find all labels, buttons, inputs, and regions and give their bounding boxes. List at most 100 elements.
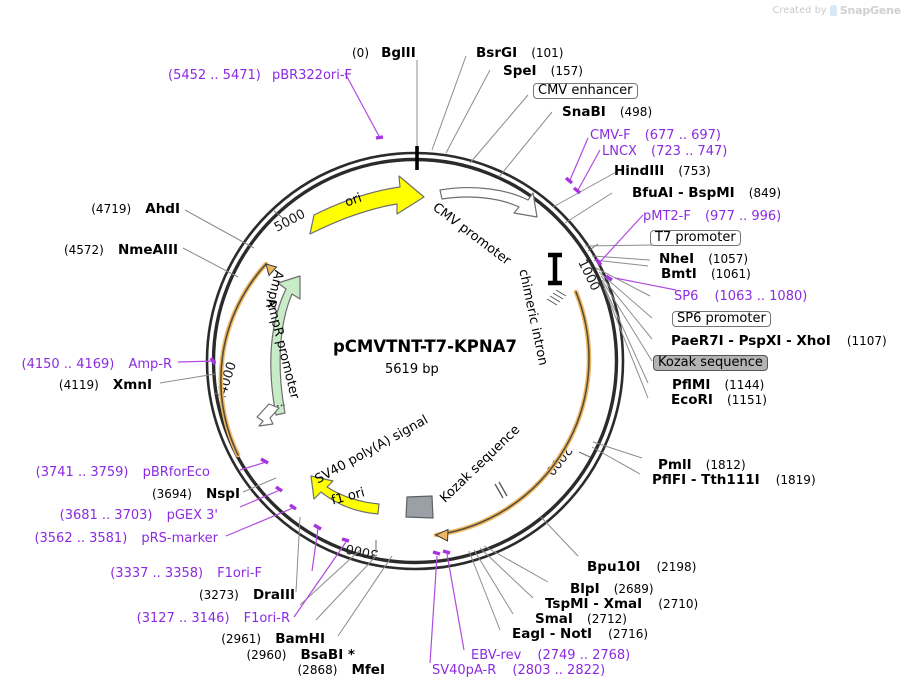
enzyme-position: (3273) [198, 588, 239, 602]
enzyme-position: (2689) [613, 582, 654, 596]
svg-text:5000: 5000 [272, 207, 308, 236]
enzyme-name: BglII [381, 45, 416, 61]
enzyme-position: (1061) [710, 267, 751, 281]
enzyme-label-pflfi-tth111i: PflFI - Tth111I (1819) [652, 471, 816, 488]
feature-cmv-promoter-arrow [439, 187, 538, 218]
primer-name: F1ori-R [243, 611, 290, 626]
enzyme-position: (1151) [727, 393, 767, 407]
enzyme-label-draiii: (3273) DraIII [110, 586, 295, 603]
enzyme-position: (3694) [151, 487, 192, 501]
tag-label-cmv-enhancer: CMV enhancer [533, 81, 638, 99]
enzyme-label-ahdi: (4719) AhdI [20, 200, 180, 217]
enzyme-label-spei: SpeI (157) [503, 62, 583, 79]
primer-range: (3681 .. 3703) [59, 508, 153, 523]
enzyme-name: AhdI [145, 201, 180, 217]
enzyme-name: SnaBI [562, 104, 606, 120]
enzyme-name: SmaI [535, 611, 573, 627]
enzyme-name: NspI [205, 486, 240, 502]
enzyme-position: (2961) [221, 632, 262, 646]
primer-name: pRS-marker [141, 531, 218, 546]
enzyme-name: BfuAI - BspMI [632, 185, 735, 201]
tag-label-sp6-promoter: SP6 promoter [672, 309, 771, 327]
primer-range: (2803 .. 2822) [512, 663, 606, 678]
enzyme-name: MfeI [351, 662, 386, 678]
primer-label-pgex-3: (3681 .. 3703) pGEX 3' [38, 506, 218, 522]
primer-name: EBV-rev [471, 648, 522, 663]
tag-label-kozak-sequence: Kozak sequence [653, 353, 768, 371]
plasmid-size: 5619 bp [385, 362, 439, 377]
feature-ampr-arrow [270, 275, 301, 416]
leader-lines-top-right [431, 55, 677, 399]
enzyme-label-snabi: SnaBI (498) [562, 103, 652, 120]
primer-label-pbr322ori-f: (5452 .. 5471) pBR322ori-F [168, 66, 352, 82]
enzyme-name: BsaBI * [300, 647, 355, 663]
enzyme-label-smai: SmaI (2712) [535, 610, 627, 627]
enzyme-position: (0) [352, 46, 369, 60]
enzyme-name: PflMI [672, 377, 711, 393]
leader-lines-bottom-left [225, 457, 393, 637]
enzyme-position: (1812) [705, 458, 746, 472]
feature-ampr-promoter-arrow [256, 403, 280, 427]
enzyme-name: XmnI [112, 377, 152, 393]
feature-ori-arrow [309, 175, 425, 235]
enzyme-label-tspmi-xmai: TspMI - XmaI (2710) [545, 595, 698, 612]
primer-label-prs-marker: (3562 .. 3581) pRS-marker [26, 529, 218, 545]
enzyme-label-bmti: BmtI (1061) [661, 265, 751, 282]
primer-range: (4150 .. 4169) [21, 357, 115, 372]
leader-lines-top-left [344, 60, 418, 146]
enzyme-label-nspi: (3694) NspI [60, 485, 240, 502]
primer-name: SP6 [674, 289, 699, 304]
enzyme-label-bglii: (0) BglII [352, 44, 416, 61]
watermark-brand: SnapGene [839, 4, 901, 17]
primer-range: (723 .. 747) [651, 144, 728, 159]
enzyme-label-eagi-noti: EagI - NotI (2716) [512, 625, 648, 642]
enzyme-position: (1107) [846, 334, 887, 348]
enzyme-position: (849) [748, 186, 782, 200]
primer-name: Amp-R [128, 357, 172, 372]
enzyme-position: (2198) [656, 560, 697, 574]
enzyme-name: PaeR7I - PspXI - XhoI [671, 333, 831, 349]
enzyme-position: (1819) [775, 473, 816, 487]
enzyme-label-nhei: NheI (1057) [659, 250, 748, 267]
enzyme-name: NheI [659, 251, 695, 267]
enzyme-name: DraIII [252, 587, 295, 603]
feature-kozak-box [405, 495, 434, 519]
enzyme-position: (498) [619, 105, 653, 119]
enzyme-position: (2868) [297, 663, 338, 677]
primer-label-f1ori-f: (3337 .. 3358) F1ori-F [72, 564, 262, 580]
primer-name: CMV-F [590, 128, 631, 143]
enzyme-name: BamHI [275, 631, 325, 647]
enzyme-label-pmli: PmlI (1812) [658, 456, 746, 473]
enzyme-label-bamhi: (2961) BamHI [140, 630, 325, 647]
primer-range: (3562 .. 3581) [34, 531, 128, 546]
leader-lines-left [159, 209, 255, 384]
primer-label-sp6: SP6 (1063 .. 1080) [674, 287, 807, 303]
primer-range: (5452 .. 5471) [168, 68, 261, 83]
enzyme-name: TspMI - XmaI [545, 596, 643, 612]
plasmid-title: pCMVTNT-T7-KPNA7 [333, 337, 517, 356]
primer-label-f1ori-r: (3127 .. 3146) F1ori-R [100, 609, 290, 625]
enzyme-position: (2716) [608, 627, 649, 641]
enzyme-name: BsrGI [476, 45, 518, 61]
primer-label-amp-r: (4150 .. 4169) Amp-R [0, 355, 172, 371]
primer-name: LNCX [602, 144, 637, 159]
enzyme-position: (2710) [658, 597, 699, 611]
enzyme-name: BmtI [661, 266, 697, 282]
tag-text: CMV enhancer [533, 83, 638, 99]
enzyme-position: (2960) [246, 648, 287, 662]
enzyme-label-xmni: (4119) XmnI [0, 376, 152, 393]
orange-transcript-arcs [218, 261, 592, 542]
primer-range: (2749 .. 2768) [537, 648, 631, 663]
enzyme-position: (4119) [58, 378, 99, 392]
primer-range: (3337 .. 3358) [110, 566, 204, 581]
feature-chimeric-intron-mark [546, 252, 567, 306]
enzyme-label-pflmi: PflMI (1144) [672, 376, 764, 393]
primer-name: SV40pA-R [432, 663, 497, 678]
enzyme-position: (157) [550, 64, 583, 78]
enzyme-name: EcoRI [671, 392, 713, 408]
enzyme-position: (2712) [587, 612, 627, 626]
enzyme-position: (753) [678, 164, 711, 178]
enzyme-name: BlpI [570, 581, 600, 597]
